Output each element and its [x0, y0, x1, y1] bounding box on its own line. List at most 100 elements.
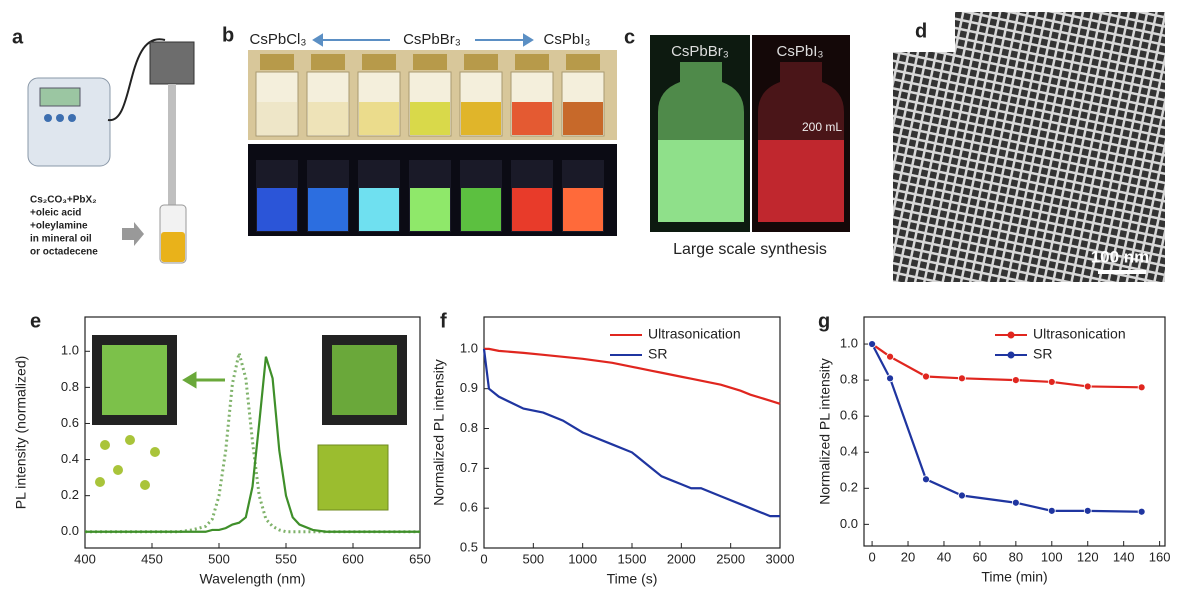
vial-row: [256, 54, 604, 232]
marker: [958, 492, 965, 499]
vial-liquid: [512, 102, 552, 135]
y-tick-label: 1.0: [460, 340, 478, 355]
x-tick-label: 20: [901, 549, 915, 564]
x-tick-label: 60: [973, 549, 987, 564]
x-tick-label: 500: [208, 551, 230, 566]
page: a Cs₂CO₃+PbX₂ +oleic acid +oleylamine in…: [0, 0, 1178, 594]
figure: a Cs₂CO₃+PbX₂ +oleic acid +oleylamine in…: [0, 0, 1178, 589]
marker: [1084, 507, 1091, 514]
arrow: [122, 222, 144, 246]
vial-liquid: [359, 102, 399, 135]
x-tick-label: 80: [1009, 549, 1023, 564]
marker: [922, 476, 929, 483]
y-axis-label: PL intensity (normalized): [13, 356, 29, 510]
film: [102, 345, 167, 415]
vial-liquid: [308, 102, 348, 135]
legend-label: SR: [1033, 346, 1052, 362]
y-tick-label: 0.4: [840, 444, 858, 459]
x-tick-label: 600: [342, 551, 364, 566]
y-axis-label: Normalized PL intensity: [817, 358, 833, 505]
panel-label: c: [624, 26, 635, 48]
panel-label: f: [440, 310, 447, 332]
x-axis-label: Wavelength (nm): [199, 571, 305, 587]
x-tick-label: 450: [141, 551, 163, 566]
compound-label: CsPbI₃: [544, 31, 591, 48]
series-line: [484, 349, 780, 404]
vial-liquid: [410, 102, 450, 135]
y-tick-label: 0.6: [61, 415, 79, 430]
series-line: [872, 344, 1142, 387]
plot-frame: [484, 317, 780, 548]
vial-glow: [410, 188, 450, 231]
vial-glow: [512, 188, 552, 231]
y-tick-label: 0.0: [61, 523, 79, 538]
tem-image: [893, 12, 1165, 282]
series-line: [484, 349, 780, 516]
scale-bar: [1098, 270, 1146, 274]
pump-button: [56, 114, 64, 122]
legend-label: Ultrasonication: [648, 326, 741, 342]
x-tick-label: 650: [409, 551, 431, 566]
vial-glow: [257, 188, 297, 231]
y-tick-label: 0.2: [840, 480, 858, 495]
y-axis-label: Normalized PL intensity: [431, 359, 447, 506]
y-tick-label: 1.0: [840, 335, 858, 350]
film: [332, 345, 397, 415]
syringe-pump: [150, 42, 194, 84]
y-tick-label: 0.4: [61, 451, 79, 466]
compound-label: CsPbBr₃: [403, 31, 461, 48]
scale-bar-label: 100 nm: [1091, 247, 1150, 266]
panel-label: e: [30, 310, 41, 332]
photo-label: CsPbI₃: [777, 43, 824, 60]
legend-marker: [1008, 332, 1015, 339]
x-tick-label: 1500: [618, 551, 647, 566]
vial-cap: [260, 54, 294, 70]
x-tick-label: 2500: [716, 551, 745, 566]
panel-label: g: [818, 310, 830, 332]
x-tick-label: 2000: [667, 551, 696, 566]
vial-liquid: [161, 232, 185, 262]
marker: [1012, 499, 1019, 506]
vial-cap: [413, 54, 447, 70]
y-tick-label: 1.0: [61, 343, 79, 358]
y-tick-label: 0.8: [460, 420, 478, 435]
x-axis-label: Time (s): [607, 571, 658, 587]
photo-label: CsPbBr₃: [671, 43, 729, 60]
vial-liquid: [461, 102, 501, 135]
pump-button: [68, 114, 76, 122]
recipe-line: +oleic acid: [30, 208, 81, 219]
x-tick-label: 120: [1077, 549, 1099, 564]
x-tick-label: 500: [522, 551, 544, 566]
x-axis-label: Time (min): [981, 569, 1047, 585]
vial-glow: [461, 188, 501, 231]
vial-glow: [359, 188, 399, 231]
marker: [887, 375, 894, 382]
x-tick-label: 160: [1149, 549, 1171, 564]
x-tick-label: 40: [937, 549, 951, 564]
legend-marker: [1008, 352, 1015, 359]
x-tick-label: 100: [1041, 549, 1063, 564]
vial-cap: [515, 54, 549, 70]
recipe-line: +oleylamine: [30, 221, 88, 232]
y-tick-label: 0.6: [840, 408, 858, 423]
recipe: Cs₂CO₃+PbX₂ +oleic acid +oleylamine in m…: [30, 195, 98, 258]
vial-glow: [563, 188, 603, 231]
legend-label: Ultrasonication: [1033, 326, 1126, 342]
vial-cap: [362, 54, 396, 70]
pump-button: [44, 114, 52, 122]
x-tick-label: 1000: [568, 551, 597, 566]
y-tick-label: 0.2: [61, 487, 79, 502]
volume-label: 200 mL: [802, 120, 842, 134]
vial-liquid: [563, 102, 603, 135]
panel-label: d: [915, 20, 927, 42]
arrow: [185, 374, 225, 386]
x-tick-label: 400: [74, 551, 96, 566]
recipe-line: in mineral oil: [30, 234, 92, 245]
x-tick-label: 0: [480, 551, 487, 566]
marker: [1138, 384, 1145, 391]
marker: [869, 341, 876, 348]
marker: [1084, 383, 1091, 390]
legend-label: SR: [648, 346, 667, 362]
vial-cap: [311, 54, 345, 70]
marker: [1048, 507, 1055, 514]
